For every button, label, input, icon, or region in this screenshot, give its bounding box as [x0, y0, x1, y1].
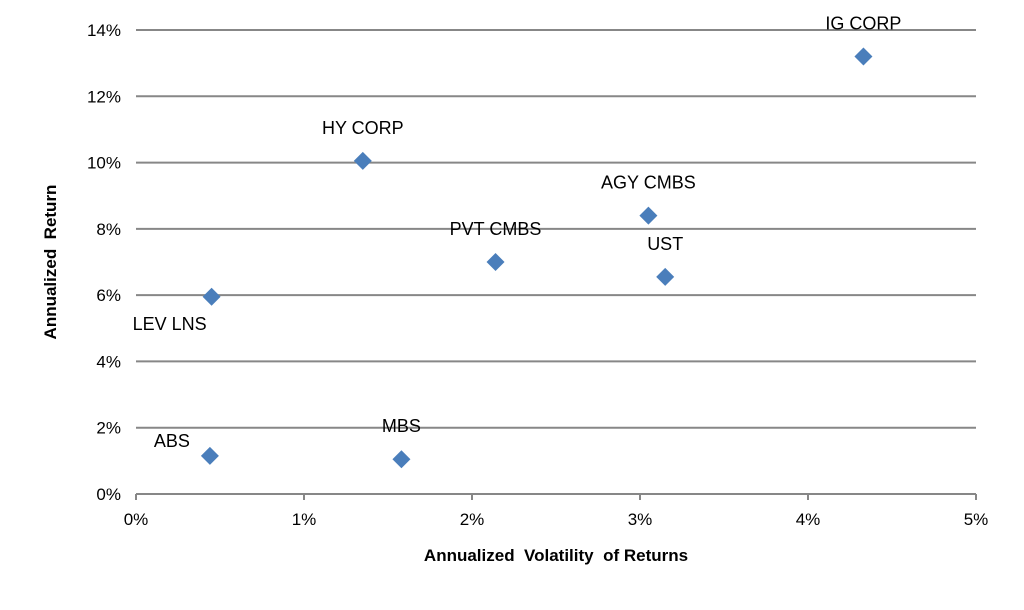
- data-point-marker: [392, 450, 411, 469]
- data-point-label: ABS: [154, 431, 190, 451]
- data-point-label: UST: [647, 234, 683, 254]
- y-tick-label: 10%: [87, 154, 121, 173]
- data-point-marker: [639, 206, 658, 225]
- data-point-marker: [200, 446, 219, 465]
- data-point-marker: [656, 267, 675, 286]
- x-tick-label: 0%: [124, 510, 149, 529]
- data-point-marker: [854, 47, 873, 66]
- y-tick-label: 0%: [96, 485, 121, 504]
- x-tick-label: 3%: [628, 510, 653, 529]
- x-axis-title: Annualized Volatility of Returns: [424, 546, 688, 565]
- data-point-label: AGY CMBS: [601, 173, 696, 193]
- data-point-label: LEV LNS: [133, 314, 207, 334]
- x-tick-label: 1%: [292, 510, 317, 529]
- gridlines: [136, 29, 976, 429]
- x-tick-label: 4%: [796, 510, 821, 529]
- data-point-label: MBS: [382, 416, 421, 436]
- data-point-marker: [353, 151, 372, 170]
- y-tick-label: 2%: [96, 419, 121, 438]
- data-points: IG CORP HY CORP AGY CMBS PVT CMBS UST LEV LNS…: [133, 14, 901, 469]
- data-point-label: IG CORP: [825, 14, 901, 34]
- data-point-label: PVT CMBS: [450, 219, 542, 239]
- y-axis-title: Annualized Return: [41, 185, 60, 340]
- x-tick-label: 5%: [964, 510, 989, 529]
- data-point-marker: [202, 287, 221, 306]
- y-tick-label: 14%: [87, 21, 121, 40]
- y-tick-label: 8%: [96, 220, 121, 239]
- x-tick-label: 2%: [460, 510, 485, 529]
- y-tick-label: 12%: [87, 87, 121, 106]
- data-point-label: HY CORP: [322, 118, 404, 138]
- axes: 0% 2% 4% 6% 8% 10% 12% 14% 0% 1% 2% 3% 4% 5%: [87, 21, 988, 529]
- data-point-marker: [486, 253, 505, 271]
- y-tick-label: 4%: [96, 352, 121, 371]
- y-tick-label: 6%: [96, 286, 121, 305]
